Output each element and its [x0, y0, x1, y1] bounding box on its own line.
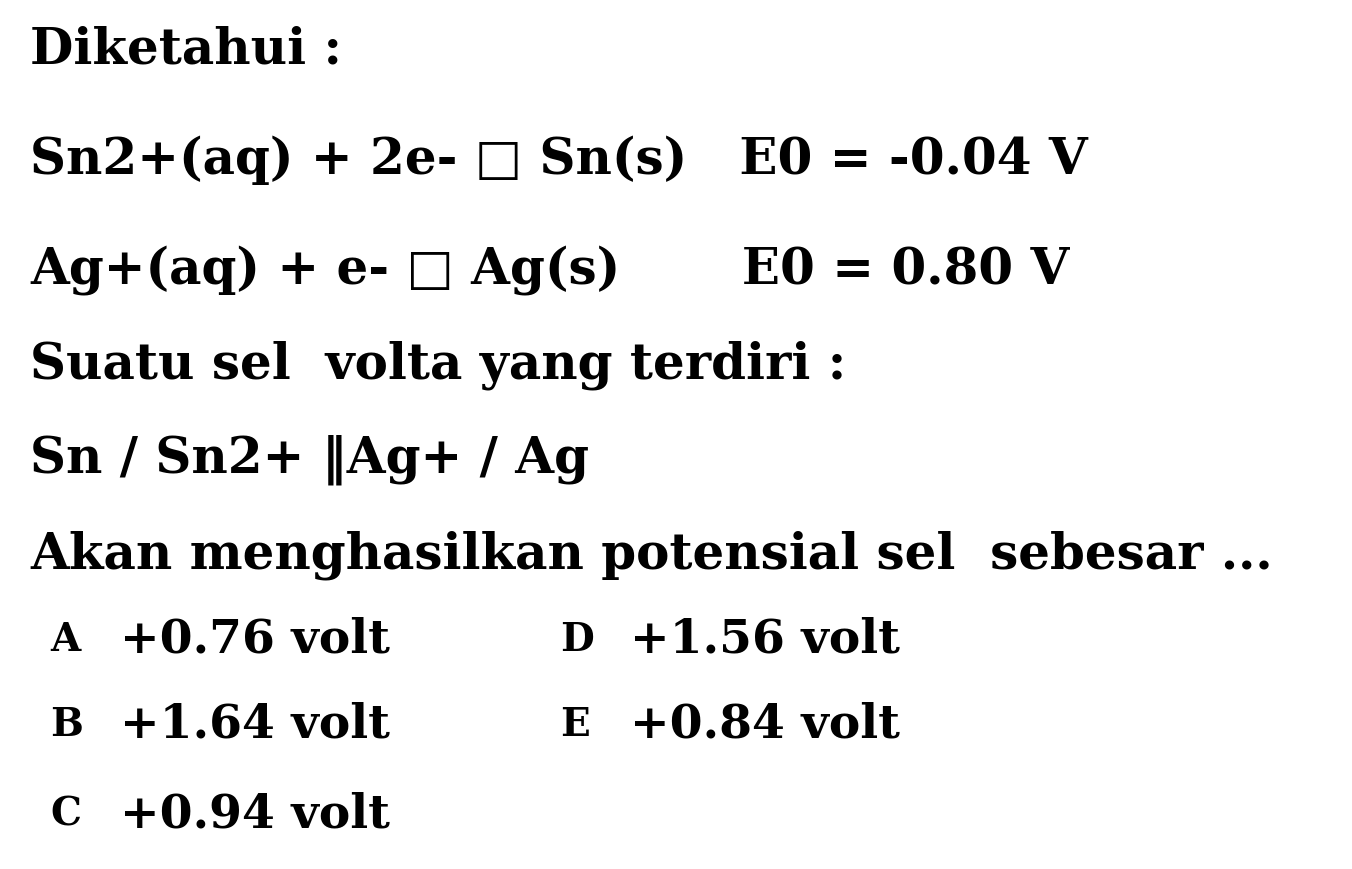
Text: Ag+(aq) + e- □ Ag(s)       E0 = 0.80 V: Ag+(aq) + e- □ Ag(s) E0 = 0.80 V — [30, 245, 1069, 295]
Text: Sn / Sn2+ ‖Ag+ / Ag: Sn / Sn2+ ‖Ag+ / Ag — [30, 434, 589, 485]
Text: +0.84 volt: +0.84 volt — [630, 701, 900, 747]
Text: Akan menghasilkan potensial sel  sebesar ...: Akan menghasilkan potensial sel sebesar … — [30, 529, 1272, 579]
Text: +0.94 volt: +0.94 volt — [120, 791, 389, 837]
Text: A: A — [50, 620, 80, 658]
Text: +1.56 volt: +1.56 volt — [630, 616, 900, 662]
Text: Sn2+(aq) + 2e- □ Sn(s)   E0 = -0.04 V: Sn2+(aq) + 2e- □ Sn(s) E0 = -0.04 V — [30, 135, 1087, 184]
Text: +0.76 volt: +0.76 volt — [120, 616, 389, 662]
Text: C: C — [50, 795, 81, 833]
Text: B: B — [50, 705, 82, 743]
Text: D: D — [560, 620, 594, 658]
Text: E: E — [560, 705, 589, 743]
Text: Diketahui :: Diketahui : — [30, 25, 342, 75]
Text: Suatu sel  volta yang terdiri :: Suatu sel volta yang terdiri : — [30, 340, 846, 389]
Text: +1.64 volt: +1.64 volt — [120, 701, 389, 747]
